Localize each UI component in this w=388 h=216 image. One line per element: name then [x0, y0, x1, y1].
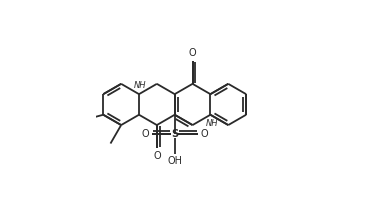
Text: NH: NH: [133, 81, 146, 89]
Text: O: O: [142, 129, 149, 139]
Text: OH: OH: [167, 156, 182, 166]
Text: S: S: [171, 129, 178, 139]
Text: NH: NH: [206, 119, 218, 128]
Text: O: O: [189, 48, 196, 58]
Text: O: O: [200, 129, 208, 139]
Text: O: O: [153, 151, 161, 161]
